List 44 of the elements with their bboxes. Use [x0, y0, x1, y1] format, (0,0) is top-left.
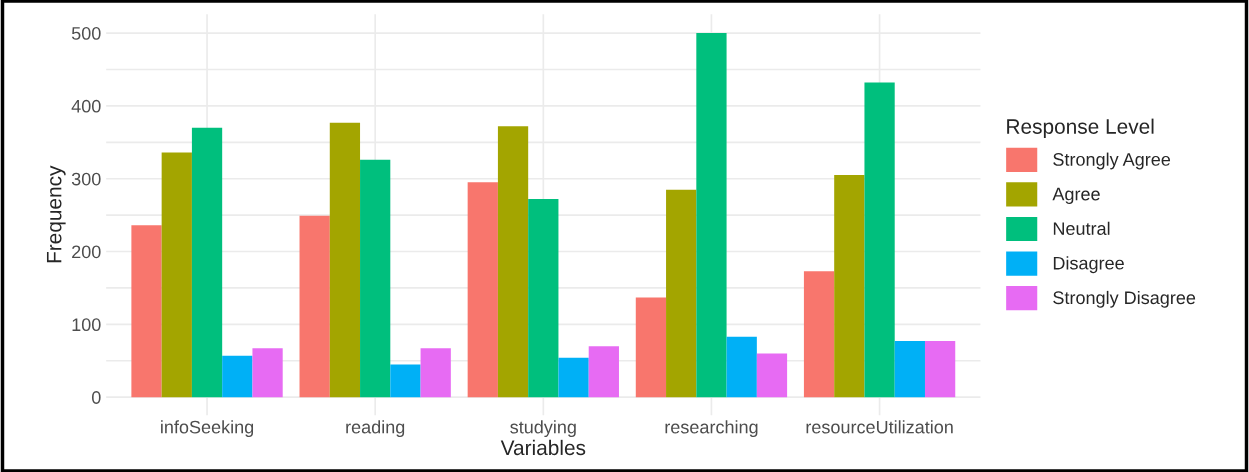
y-axis-title: Frequency: [46, 165, 66, 263]
bar: [467, 182, 498, 398]
y-tick-label: 500: [71, 27, 101, 40]
bar: [558, 357, 589, 398]
bar: [894, 341, 925, 398]
bar: [588, 346, 619, 398]
bar: [666, 189, 697, 398]
x-tick-label: studying: [510, 420, 576, 438]
legend-label: Strongly Agree: [1053, 152, 1171, 170]
bar: [222, 355, 253, 398]
bar: [756, 353, 788, 398]
legend-label: Strongly Disagree: [1053, 290, 1196, 308]
y-tick-label: 400: [71, 99, 101, 113]
bar: [924, 341, 956, 398]
y-tick-label: 200: [72, 245, 101, 259]
x-axis-title: Variables: [500, 439, 586, 456]
bar: [360, 159, 391, 398]
bar: [696, 33, 727, 398]
bar: [864, 82, 895, 398]
bar: [726, 336, 757, 398]
bar: [635, 297, 667, 398]
bar: [803, 271, 835, 398]
legend-title: Response Level: [1007, 118, 1154, 139]
x-tick-label: resourceUtilization: [806, 420, 953, 434]
x-tick-label: researching: [665, 420, 758, 438]
bar: [191, 127, 223, 398]
bar: [420, 348, 451, 398]
bar: [131, 225, 162, 398]
bar: [161, 152, 192, 398]
y-tick-label: 300: [71, 172, 101, 186]
bar: [528, 199, 559, 398]
y-tick-label: 100: [72, 318, 101, 332]
legend-label: Disagree: [1053, 256, 1124, 274]
bar: [299, 215, 330, 398]
x-tick-label: reading: [346, 420, 405, 438]
bar: [252, 348, 283, 398]
y-tick-label: 0: [91, 391, 101, 404]
legend-label: Neutral: [1053, 221, 1110, 235]
x-tick-label: infoSeeking: [161, 420, 254, 438]
bar: [329, 122, 361, 398]
legend-label: Agree: [1052, 187, 1100, 204]
bar: [834, 175, 865, 398]
bar: [497, 126, 529, 398]
bar: [390, 364, 421, 398]
